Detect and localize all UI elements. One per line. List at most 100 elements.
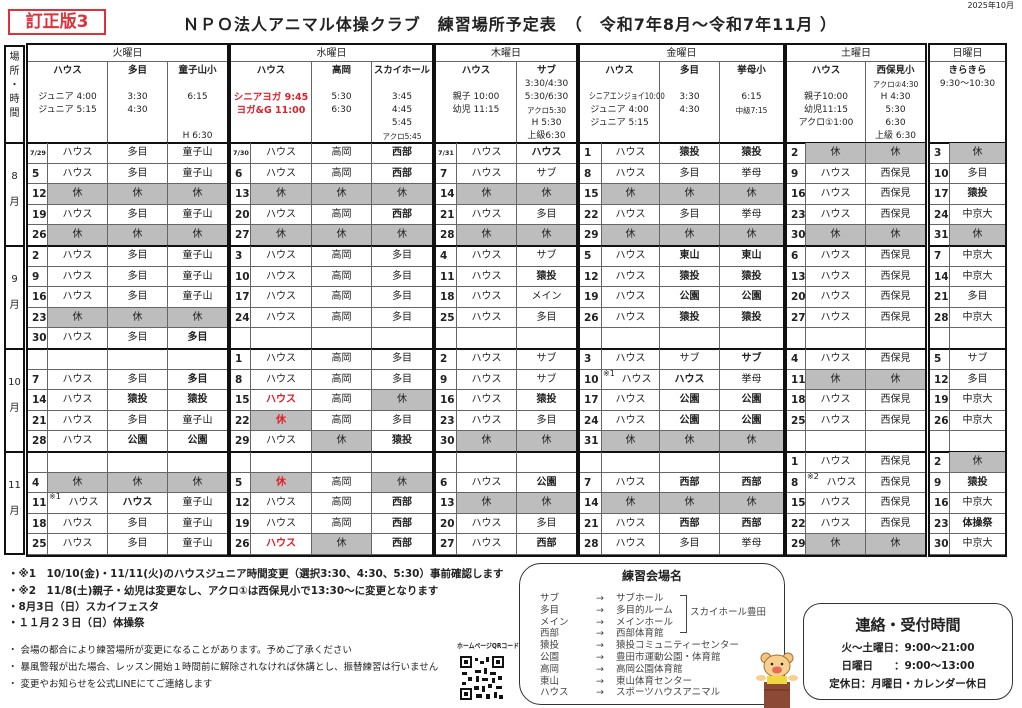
date-cell bbox=[930, 431, 950, 452]
schedule-cell: 休 bbox=[108, 472, 168, 494]
schedule-cell: ハウス bbox=[806, 246, 866, 267]
schedule-cell: ハウス bbox=[48, 287, 108, 308]
location-text: 中京大 bbox=[962, 208, 993, 220]
general-note-2: ・ 暴風警報が出た場合、レッスン開始１時間前に解除されなければ休講とし、振替練習… bbox=[8, 662, 439, 673]
schedule-cell: ハウス bbox=[251, 143, 312, 164]
location-text: ハウス bbox=[62, 270, 93, 282]
location-text: ハウス bbox=[62, 414, 93, 426]
venue-short: 猿投 bbox=[540, 640, 560, 652]
qr-code-icon[interactable] bbox=[460, 656, 504, 700]
schedule-cell: 西保見 bbox=[866, 390, 925, 411]
schedule-cell: ハウス bbox=[806, 513, 866, 535]
venue-full: サブホール bbox=[616, 593, 664, 604]
location-text: ハウス bbox=[820, 517, 851, 529]
venue-full: 猿投コミュニティーセンター bbox=[616, 640, 739, 652]
location-text: 童子山 bbox=[182, 291, 213, 303]
location-text: ハウス bbox=[68, 497, 99, 509]
location-text: 休 bbox=[132, 229, 143, 241]
schedule-cell: ハウス bbox=[602, 143, 660, 164]
location-text: 休 bbox=[192, 229, 203, 241]
schedule-cell: ハウス ※1 bbox=[48, 493, 108, 514]
date-cell: 30 bbox=[28, 328, 48, 349]
arrow-icon: → bbox=[596, 687, 604, 699]
time-line: 4:30 bbox=[679, 105, 700, 115]
arrow-icon: → bbox=[596, 640, 604, 652]
schedule-cell: 休 bbox=[372, 184, 432, 205]
schedule-cell: 西部 bbox=[517, 534, 576, 555]
schedule-cell: 休 bbox=[251, 472, 312, 494]
schedule-cell: 西部 bbox=[372, 205, 432, 226]
date-cell: 5 bbox=[930, 349, 950, 370]
schedule-cell: ハウス bbox=[48, 204, 108, 226]
schedule-cell: 西部 bbox=[720, 514, 783, 535]
schedule-cell: 多目 bbox=[168, 370, 227, 391]
schedule-cell: ハウス bbox=[806, 349, 866, 370]
location-text: ハウス bbox=[471, 147, 502, 158]
empty-cell bbox=[602, 328, 660, 349]
schedule-cell: ハウス bbox=[251, 266, 312, 288]
location-text: 休 bbox=[746, 497, 757, 509]
date-cell: 25 bbox=[436, 307, 457, 329]
date-cell: 22 bbox=[231, 410, 251, 432]
schedule-cell: 多目 bbox=[108, 410, 168, 432]
schedule-cell: 猿投 bbox=[168, 390, 227, 411]
location-text: ハウス bbox=[820, 270, 851, 282]
location-text: 多目 bbox=[536, 414, 557, 426]
empty-cell bbox=[108, 452, 168, 473]
location-name: サブ bbox=[536, 65, 556, 76]
contact-line-1: 火～土曜日：9:00～21:00 bbox=[841, 642, 975, 654]
location-text: 猿投 bbox=[741, 147, 762, 158]
location-text: ハウス bbox=[531, 147, 562, 158]
time-line: ジュニア 5:15 bbox=[38, 105, 97, 115]
schedule-cell: ハウス bbox=[48, 328, 108, 349]
date-cell: 6 bbox=[436, 472, 457, 494]
date-cell: 7/29 bbox=[28, 143, 48, 164]
class-times: 親子10:00 幼児11:15 アクロ①1:00 bbox=[787, 78, 865, 130]
schedule-cell: ハウス bbox=[806, 184, 866, 205]
schedule-cell: 童子山 bbox=[168, 534, 227, 555]
schedule-cell: ハウス bbox=[806, 163, 866, 185]
date-cell: 30 bbox=[930, 534, 950, 555]
date-cell: 14 bbox=[436, 184, 457, 205]
location-text: 公園 bbox=[741, 394, 762, 406]
location-text: ハウス bbox=[615, 250, 646, 261]
location-text: 多目 bbox=[392, 250, 412, 261]
location-text: ハウス bbox=[62, 167, 93, 179]
month-divider bbox=[580, 451, 783, 453]
location-text: 休 bbox=[336, 229, 347, 241]
schedule-cell: 多目 bbox=[517, 411, 576, 432]
location-text: ハウス bbox=[471, 476, 502, 488]
location-text: 休 bbox=[746, 229, 757, 241]
location-text: ハウス bbox=[62, 394, 93, 406]
issue-date: 2025年10月 bbox=[967, 1, 1014, 10]
empty-cell bbox=[457, 452, 517, 473]
schedule-cell: 西保見 bbox=[866, 493, 925, 514]
location-text: ハウス bbox=[471, 373, 502, 385]
time-line bbox=[312, 78, 371, 91]
date-cell: 7 bbox=[28, 369, 48, 391]
date-cell: 22 bbox=[787, 513, 806, 535]
location-header: スカイホール 3:45 4:45 5:45 アクロ5:45 bbox=[372, 62, 432, 143]
time-line: H 6:30 bbox=[182, 131, 213, 141]
time-line: アクロ①1:00 bbox=[798, 118, 854, 128]
day-name: 木曜日 bbox=[436, 45, 576, 62]
date-cell: 5 bbox=[580, 246, 602, 267]
location-text: 多目 bbox=[127, 291, 148, 303]
arrow-icon: → bbox=[596, 652, 604, 663]
location-text: ハウス bbox=[62, 373, 93, 385]
schedule-cell: 休 bbox=[720, 184, 783, 205]
location-header: 西保見小 アクロ②4:30 H 4:30 5:30 6:30 上級 6:30 bbox=[866, 62, 925, 143]
date-cell: 15 bbox=[580, 184, 602, 205]
date-cell: 15 bbox=[231, 390, 251, 411]
time-line bbox=[28, 78, 107, 91]
schedule-cell: 童子山 bbox=[168, 164, 227, 185]
note-1: ・※1 10/10(金)・11/11(火)のハウスジュニア時間変更（選択3:30… bbox=[8, 568, 504, 580]
location-text: 中京大 bbox=[962, 414, 993, 426]
schedule-cell: ハウス bbox=[251, 431, 312, 452]
schedule-cell: 中京大 bbox=[950, 308, 1005, 329]
location-text: 休 bbox=[684, 188, 695, 200]
location-text: サブ bbox=[741, 353, 762, 364]
date-cell: 2 bbox=[436, 349, 457, 370]
date-cell: 25 bbox=[28, 534, 48, 555]
time-line bbox=[720, 78, 783, 91]
